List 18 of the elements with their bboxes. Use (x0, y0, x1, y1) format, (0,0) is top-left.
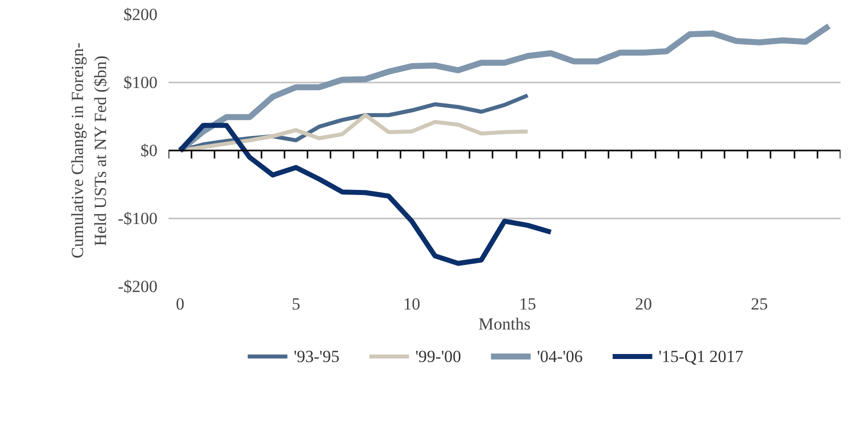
x-tick-label: 15 (519, 294, 536, 314)
line-series (178, 113, 530, 152)
x-tick-label: 10 (403, 294, 420, 314)
legend-label: '93-'95 (294, 347, 340, 366)
y-tick-label: -$100 (118, 209, 158, 228)
x-tick-label: 5 (292, 294, 300, 314)
y-tick-label: $100 (124, 73, 158, 92)
legend-label: '99-'00 (415, 347, 462, 366)
x-axis-title: Months (478, 314, 530, 334)
legend-label: '04-'06 (536, 347, 583, 366)
x-tick-label: 20 (635, 294, 652, 314)
x-tick-label: 25 (750, 294, 768, 314)
y-tick-label: -$200 (118, 277, 158, 296)
y-axis-title: Cumulative Change in Foreign-Held USTs at NY Fed ($bn) (68, 42, 110, 258)
y-tick-label: $200 (124, 5, 158, 24)
legend-label: '15-Q1 2017 (658, 347, 744, 366)
y-tick-label: $0 (140, 141, 158, 160)
x-tick-label: 0 (176, 294, 184, 314)
